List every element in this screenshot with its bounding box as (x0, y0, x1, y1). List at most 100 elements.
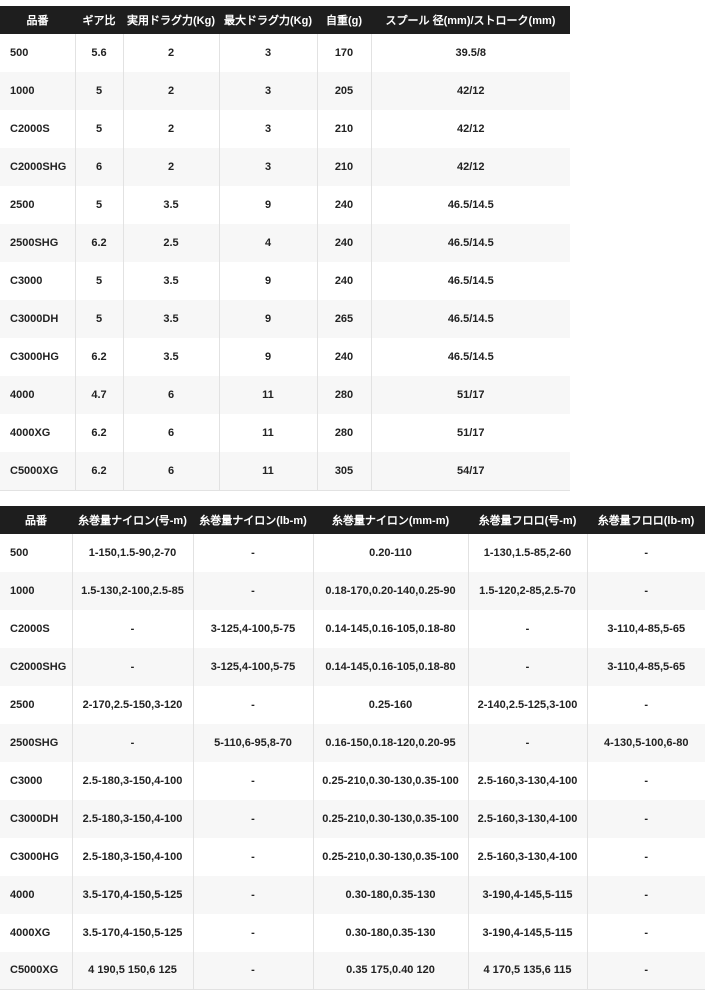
value-cell: - (192, 913, 313, 952)
value-cell: 4 (218, 224, 317, 262)
value-cell: 6.2 (74, 452, 123, 491)
header-row: 品番 糸巻量ナイロン(号-m) 糸巻量ナイロン(lb-m) 糸巻量ナイロン(mm-m)… (0, 505, 705, 534)
value-cell: 0.14-145,0.16-105,0.18-80 (312, 647, 468, 686)
value-cell: 265 (316, 300, 371, 338)
table-row: 500 5.6 2 3 170 39.5/8 (0, 34, 570, 72)
value-cell: 0.30-180,0.35-130 (312, 913, 468, 952)
table-row: 1000 5 2 3 205 42/12 (0, 72, 570, 110)
value-cell: 2.5-180,3-150,4-100 (71, 799, 193, 838)
column-header: 糸巻量ナイロン(lb-m) (193, 505, 313, 534)
model-cell: C5000XG (0, 452, 75, 491)
model-cell: C5000XG (0, 951, 72, 990)
table-row: 2500SHG -5-110,6-95,8-70 0.16-150,0.18-120… (0, 723, 705, 762)
value-cell: 0.25-210,0.30-130,0.35-100 (312, 799, 468, 838)
value-cell: 3-110,4-85,5-65 (586, 647, 705, 686)
model-cell: C3000 (0, 262, 75, 300)
value-cell: 6 (122, 376, 219, 414)
value-cell: 42/12 (370, 148, 570, 186)
value-cell: 3 (218, 72, 317, 110)
value-cell: 5 (74, 110, 123, 148)
value-cell: - (467, 723, 587, 762)
value-cell: 2.5-180,3-150,4-100 (71, 837, 193, 876)
model-cell: C2000SHG (0, 148, 75, 186)
value-cell: 0.14-145,0.16-105,0.18-80 (312, 609, 468, 648)
value-cell: 46.5/14.5 (370, 300, 570, 338)
value-cell: 0.18-170,0.20-140,0.25-90 (312, 571, 468, 610)
value-cell: 1.5-130,2-100,2.5-85 (71, 571, 193, 610)
model-cell: 2500SHG (0, 723, 72, 762)
value-cell: 39.5/8 (370, 34, 570, 72)
value-cell: 11 (218, 452, 317, 491)
table-row: C5000XG 4 190,5 150,6 125-0.35 175,0.40 1… (0, 951, 705, 990)
table-row: 4000 3.5-170,4-150,5-125-0.30-180,0.35-13… (0, 875, 705, 914)
value-cell: 2-170,2.5-150,3-120 (71, 685, 193, 724)
table-row: C3000 5 3.5 9 240 46.5/14.5 (0, 262, 570, 300)
value-cell: - (586, 571, 705, 610)
header-row: 品番 ギア比 実用ドラグ力(Kg) 最大ドラグ力(Kg) 自重(g) スプール 径(mm)… (0, 6, 570, 34)
value-cell: 5 (74, 186, 123, 224)
model-cell: C3000HG (0, 837, 72, 876)
reel-spec-table: 品番 ギア比 実用ドラグ力(Kg) 最大ドラグ力(Kg) 自重(g) スプール 径(mm)… (0, 6, 570, 491)
table-row: C2000SHG 6 2 3 210 42/12 (0, 148, 570, 186)
model-cell: C2000S (0, 609, 72, 648)
table-row: 4000XG 3.5-170,4-150,5-125-0.30-180,0.35-… (0, 913, 705, 952)
value-cell: - (71, 723, 193, 762)
model-cell: 4000XG (0, 913, 72, 952)
value-cell: 305 (316, 452, 371, 491)
model-cell: 2500 (0, 186, 75, 224)
value-cell: 5 (74, 300, 123, 338)
value-cell: - (586, 685, 705, 724)
value-cell: 4 170,5 135,6 115 (467, 951, 587, 990)
model-cell: C3000 (0, 761, 72, 800)
value-cell: 210 (316, 110, 371, 148)
value-cell: 240 (316, 186, 371, 224)
value-cell: 6.2 (74, 414, 123, 452)
value-cell: - (71, 609, 193, 648)
column-header: 品番 (0, 505, 72, 534)
value-cell: 6 (122, 414, 219, 452)
value-cell: - (586, 875, 705, 914)
value-cell: - (192, 571, 313, 610)
value-cell: 51/17 (370, 376, 570, 414)
table-row: 500 1-150,1.5-90,2-70-0.20-110 1-130,1.5-8… (0, 533, 705, 572)
value-cell: 1-130,1.5-85,2-60 (467, 533, 587, 572)
value-cell: 280 (316, 376, 371, 414)
value-cell: 4.7 (74, 376, 123, 414)
table-row: C2000S -3-125,4-100,5-75 0.14-145,0.16-105… (0, 609, 705, 648)
value-cell: 3.5 (122, 262, 219, 300)
line-capacity-table-header: 品番 糸巻量ナイロン(号-m) 糸巻量ナイロン(lb-m) 糸巻量ナイロン(mm-m)… (0, 505, 705, 534)
value-cell: 240 (316, 262, 371, 300)
value-cell: 11 (218, 414, 317, 452)
value-cell: 3.5 (122, 338, 219, 376)
value-cell: 240 (316, 224, 371, 262)
value-cell: 46.5/14.5 (370, 224, 570, 262)
value-cell: 205 (316, 72, 371, 110)
value-cell: - (586, 913, 705, 952)
value-cell: 3.5-170,4-150,5-125 (71, 913, 193, 952)
value-cell: 2-140,2.5-125,3-100 (467, 685, 587, 724)
value-cell: 5 (74, 72, 123, 110)
value-cell: 2.5 (122, 224, 219, 262)
line-capacity-table-body: 500 1-150,1.5-90,2-70-0.20-110 1-130,1.5-8… (0, 533, 705, 990)
reel-spec-table-header: 品番 ギア比 実用ドラグ力(Kg) 最大ドラグ力(Kg) 自重(g) スプール 径(mm)… (0, 6, 570, 34)
value-cell: - (192, 875, 313, 914)
value-cell: 46.5/14.5 (370, 262, 570, 300)
value-cell: 3-125,4-100,5-75 (192, 609, 313, 648)
value-cell: 3-190,4-145,5-115 (467, 913, 587, 952)
value-cell: 280 (316, 414, 371, 452)
model-cell: C2000SHG (0, 647, 72, 686)
value-cell: 6 (74, 148, 123, 186)
model-cell: 2500SHG (0, 224, 75, 262)
value-cell: 46.5/14.5 (370, 338, 570, 376)
table-row: 2500 2-170,2.5-150,3-120-0.25-160 2-140,2.… (0, 685, 705, 724)
value-cell: - (71, 647, 193, 686)
table-row: C5000XG 6.2 6 11 305 54/17 (0, 452, 570, 491)
value-cell: 240 (316, 338, 371, 376)
value-cell: - (586, 533, 705, 572)
model-cell: 1000 (0, 571, 72, 610)
reel-spec-table-body: 500 5.6 2 3 170 39.5/8 1000 5 2 3 205 42/12 C2000S 5 2… (0, 34, 570, 491)
column-header: ギア比 (75, 6, 123, 34)
value-cell: 2.5-160,3-130,4-100 (467, 761, 587, 800)
value-cell: - (192, 533, 313, 572)
value-cell: - (586, 761, 705, 800)
